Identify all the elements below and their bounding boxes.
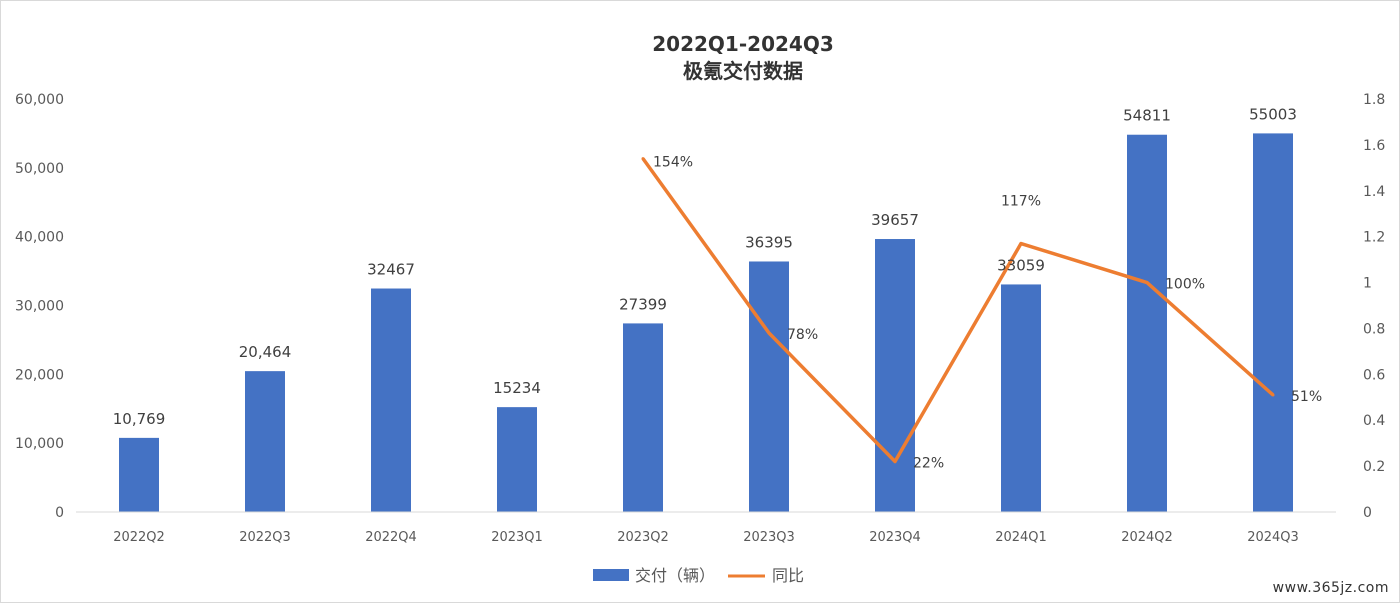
- chart-subtitle: 极氪交付数据: [683, 59, 803, 83]
- yoy-value-label: 78%: [787, 327, 818, 343]
- y-left-tick-label: 60,000: [15, 92, 64, 108]
- x-tick-label: 2024Q3: [1247, 530, 1299, 545]
- bar: [371, 288, 411, 512]
- bar-series: [119, 133, 1293, 513]
- bar-value-label: 15234: [493, 379, 541, 397]
- bar-value-label: 36395: [745, 233, 793, 251]
- yoy-value-label: 51%: [1291, 389, 1322, 405]
- bar: [875, 239, 915, 512]
- y-left-tick-label: 50,000: [15, 161, 64, 177]
- bar-value-label: 20,464: [239, 343, 292, 361]
- y-right-tick-label: 1.8: [1363, 92, 1385, 108]
- yoy-value-label: 117%: [1001, 194, 1041, 210]
- x-axis: 2022Q2 2022Q3 2022Q4 2023Q1 2023Q2 2023Q3 2023…: [113, 530, 1299, 545]
- bar: [119, 437, 159, 512]
- bar-value-label: 27399: [619, 295, 667, 313]
- yoy-point: [641, 157, 645, 161]
- bar-value-label: 10,769: [113, 410, 166, 428]
- legend-label-bar: 交付（辆）: [635, 566, 715, 585]
- yoy-point: [893, 460, 897, 464]
- x-tick-label: 2024Q2: [1121, 530, 1173, 545]
- x-tick-label: 2023Q3: [743, 530, 795, 545]
- yoy-line: [641, 157, 1275, 464]
- y-right-tick-label: 1.4: [1363, 184, 1385, 200]
- bar: [623, 323, 663, 512]
- left-axis: 0 10,000 20,000 30,000 40,000 50,000 60,000: [15, 92, 64, 521]
- yoy-value-label: 22%: [913, 456, 944, 472]
- yoy-point: [1271, 393, 1275, 397]
- y-left-tick-label: 40,000: [15, 230, 64, 246]
- bar: [497, 407, 537, 512]
- bar-value-label: 39657: [871, 211, 919, 229]
- legend-swatch-bar: [593, 569, 629, 581]
- bar: [1253, 133, 1293, 513]
- y-left-tick-label: 30,000: [15, 299, 64, 315]
- yoy-point: [767, 331, 771, 335]
- y-right-tick-label: 1.2: [1363, 230, 1385, 246]
- legend: 交付（辆） 同比: [593, 566, 804, 585]
- y-right-tick-label: 0.8: [1363, 321, 1385, 337]
- y-left-tick-label: 10,000: [15, 436, 64, 452]
- bar: [1127, 134, 1167, 512]
- legend-label-line: 同比: [772, 566, 804, 585]
- y-right-tick-label: 1: [1363, 276, 1372, 292]
- y-right-tick-label: 0: [1363, 505, 1372, 521]
- chart-title: 2022Q1-2024Q3: [652, 32, 833, 56]
- bar: [245, 371, 285, 512]
- y-left-tick-label: 20,000: [15, 367, 64, 383]
- x-tick-label: 2023Q1: [491, 530, 543, 545]
- yoy-value-label: 154%: [653, 155, 693, 171]
- yoy-value-label: 100%: [1165, 277, 1205, 293]
- line-labels: 154% 78% 22% 117% 100% 51%: [653, 155, 1322, 472]
- x-tick-label: 2022Q2: [113, 530, 165, 545]
- bar-labels: 10,769 20,464 32467 15234 27399 36395 39657 330…: [113, 105, 1297, 427]
- bar-value-label: 33059: [997, 256, 1045, 274]
- bar-value-label: 32467: [367, 261, 415, 279]
- bar-value-label: 55003: [1249, 105, 1297, 123]
- yoy-point: [1019, 242, 1023, 246]
- y-right-tick-label: 1.6: [1363, 138, 1385, 154]
- bar: [1001, 284, 1041, 512]
- y-right-tick-label: 0.2: [1363, 459, 1385, 475]
- x-tick-label: 2023Q2: [617, 530, 669, 545]
- watermark: www.365jz.com: [1272, 580, 1389, 596]
- y-right-tick-label: 0.6: [1363, 367, 1385, 383]
- y-right-tick-label: 0.4: [1363, 413, 1385, 429]
- x-tick-label: 2022Q3: [239, 530, 291, 545]
- right-axis: 0 0.2 0.4 0.6 0.8 1 1.2 1.4 1.6 1.8: [1363, 92, 1385, 521]
- bar: [749, 261, 789, 512]
- yoy-point: [1145, 281, 1149, 285]
- y-left-tick-label: 0: [55, 505, 64, 521]
- x-tick-label: 2023Q4: [869, 530, 921, 545]
- bar-value-label: 54811: [1123, 107, 1171, 125]
- x-tick-label: 2024Q1: [995, 530, 1047, 545]
- x-tick-label: 2022Q4: [365, 530, 417, 545]
- line-series: [641, 157, 1275, 464]
